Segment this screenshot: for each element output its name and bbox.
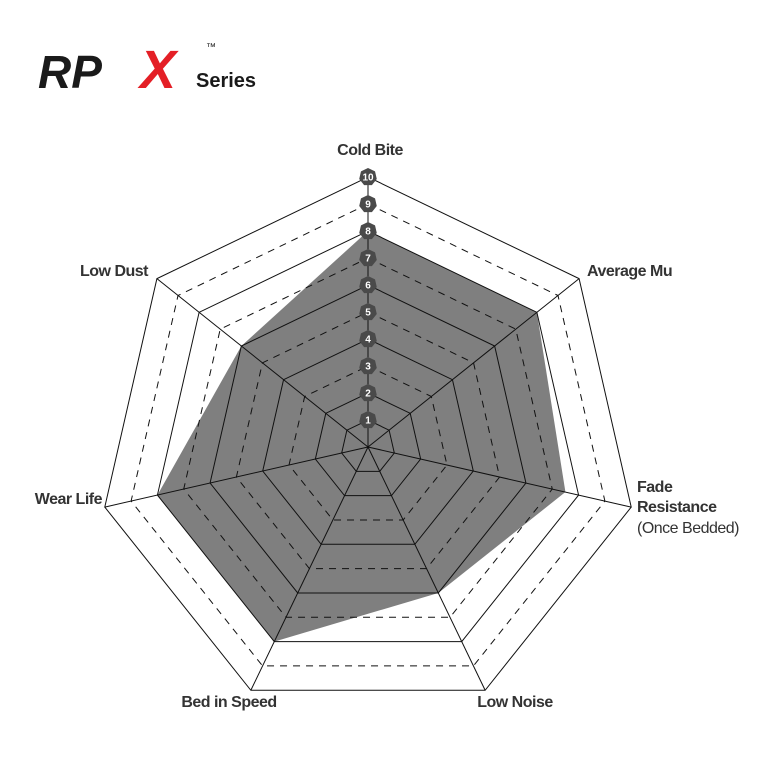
axis-line: [367, 446, 486, 691]
grid-ring: [156, 230, 580, 643]
axis-label: Bed in Speed: [181, 694, 276, 711]
axis-label: Wear Life: [35, 491, 103, 508]
tick-label: 8: [365, 227, 371, 238]
tick-label: 7: [365, 254, 371, 265]
tick-label: 4: [365, 335, 371, 346]
tick-label: 3: [365, 362, 371, 373]
logo-line: Series: [196, 70, 256, 92]
axis-line: [250, 446, 369, 691]
tick-label: 10: [362, 173, 374, 184]
tick-badge: [359, 357, 377, 375]
axis-label: Fade Resistance: [637, 479, 717, 516]
data-area: [157, 231, 566, 642]
grid-ring: [262, 338, 474, 545]
axis-line: [367, 446, 632, 508]
tick-label: 9: [365, 200, 371, 211]
axis-label: Average Mu: [587, 263, 672, 280]
grid-ring: [314, 392, 422, 497]
grid-ring: [209, 284, 527, 594]
grid-ring: [235, 311, 501, 570]
axis-line: [156, 278, 369, 448]
logo-mark: X: [137, 40, 179, 100]
axis-line: [367, 278, 580, 448]
grid-ring: [341, 419, 395, 472]
grid-ring: [183, 257, 553, 618]
axis-annotation: (Once Bedded): [637, 520, 739, 537]
tick-label: 2: [365, 389, 371, 400]
logo-brand: RP: [38, 46, 102, 98]
tick-badge: [359, 384, 377, 402]
grid-ring: [104, 176, 632, 691]
tick-label: 1: [365, 416, 371, 427]
tick-badge: [359, 249, 377, 267]
tick-badge: [359, 330, 377, 348]
grid-ring: [288, 365, 448, 521]
logo: RP X ™ Series: [38, 40, 256, 100]
axis-label: Low Dust: [80, 263, 149, 280]
axis-label: Cold Bite: [337, 142, 403, 159]
axis-label-line: Fade: [637, 479, 673, 496]
tick-badge: [359, 276, 377, 294]
tick-badge: [359, 222, 377, 240]
tick-label: 5: [365, 308, 371, 319]
tick-badge: [359, 303, 377, 321]
axis-line: [104, 446, 369, 508]
tick-badge: [359, 168, 377, 186]
axis-label: Low Noise: [477, 694, 553, 711]
tick-badge: [359, 411, 377, 429]
logo-trademark: ™: [206, 42, 216, 53]
tick-badge: [359, 195, 377, 213]
tick-label: 6: [365, 281, 371, 292]
axis-label-line: Resistance: [637, 499, 717, 516]
